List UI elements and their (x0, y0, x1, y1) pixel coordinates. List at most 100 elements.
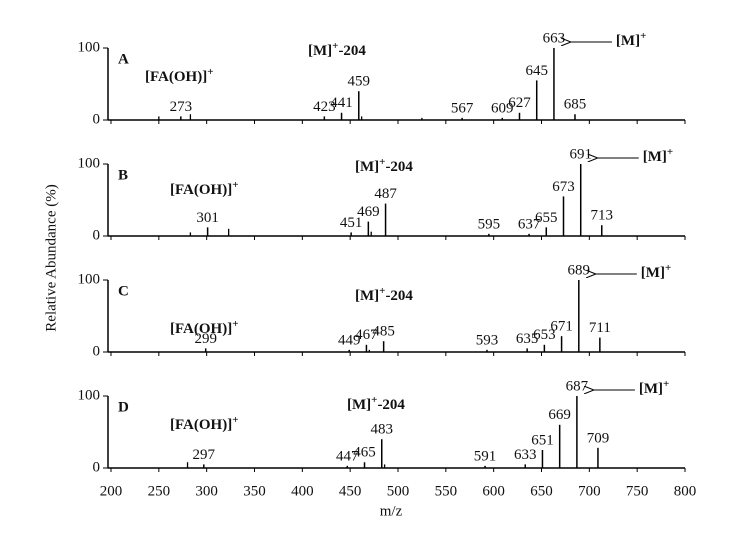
fa-annotation-sup: + (232, 318, 238, 330)
x-tick-label: 250 (148, 483, 171, 499)
peak-label: 465 (353, 445, 376, 461)
fa-annotation: [FA(OH)]+ (170, 179, 238, 199)
peak-label: 483 (370, 422, 393, 438)
x-tick-label: 350 (243, 483, 266, 499)
fragment-annotation-text: [M] (355, 288, 379, 304)
peak-label: 459 (348, 74, 371, 90)
y-axis-label: Relative Abundance (%) (43, 184, 59, 331)
x-tick-label: 300 (195, 483, 218, 499)
peak-label: 593 (476, 332, 499, 348)
peak-label: 687 (566, 378, 589, 394)
fa-annotation-sup: + (232, 414, 238, 426)
x-tick-label: 800 (674, 483, 697, 499)
x-tick-label: 450 (339, 483, 362, 499)
x-tick-label: 550 (435, 483, 458, 499)
parent-annotation: [M]+ (639, 378, 669, 398)
peak-label: 441 (330, 95, 353, 111)
x-tick-label: 500 (387, 483, 410, 499)
y-tick-label: 100 (78, 39, 101, 55)
fragment-annotation: [M]+-204 (355, 156, 413, 176)
peak-label: 297 (193, 447, 216, 463)
fa-annotation: [FA(OH)]+ (170, 318, 238, 338)
peak-label: 627 (508, 95, 531, 111)
peak-label: 669 (548, 407, 571, 423)
fa-annotation-sup: + (232, 179, 238, 191)
panel-label: A (118, 51, 129, 67)
peak-label: 713 (591, 208, 614, 224)
peak-label: 609 (491, 100, 514, 116)
panel-label: B (118, 167, 128, 183)
peak-label: 637 (518, 216, 541, 232)
peak-label: 635 (516, 331, 539, 347)
panel-label: D (118, 399, 129, 415)
peak-label: 467 (355, 327, 378, 343)
peak-label: 663 (543, 30, 566, 46)
y-tick-label: 0 (93, 227, 101, 243)
peak-label: 487 (374, 186, 397, 202)
parent-annotation: [M]+ (616, 30, 646, 50)
fragment-annotation-text: [M] (308, 43, 332, 59)
parent-annotation-sup: + (665, 262, 671, 274)
peak-label: 651 (531, 432, 554, 448)
y-tick-label: 100 (78, 271, 101, 287)
parent-annotation-text: [M] (641, 265, 665, 281)
peak-label: 423 (313, 99, 336, 115)
peak-label: 273 (170, 99, 193, 115)
x-tick-label: 700 (578, 483, 601, 499)
y-tick-label: 0 (93, 111, 101, 127)
peak-label: 633 (514, 447, 537, 463)
x-tick-label: 750 (626, 483, 649, 499)
fragment-annotation-sup: + (379, 285, 385, 297)
fragment-annotation-text: [M] (347, 397, 371, 413)
x-tick-label: 650 (530, 483, 553, 499)
fragment-annotation-sup: + (371, 394, 377, 406)
x-tick-label: 200 (100, 483, 123, 499)
peak-label: 469 (357, 204, 380, 220)
fa-annotation: [FA(OH)]+ (170, 414, 238, 434)
peak-label: 567 (451, 100, 474, 116)
fa-annotation: [FA(OH)]+ (145, 66, 213, 86)
fragment-annotation-suffix: -204 (385, 159, 413, 175)
fragment-annotation-suffix: -204 (385, 288, 413, 304)
fa-annotation-sup: + (207, 66, 213, 78)
peak-label: 301 (196, 210, 219, 226)
peak-label: 691 (569, 146, 592, 162)
fa-annotation-text: [FA(OH)] (170, 321, 232, 337)
fragment-annotation: [M]+-204 (347, 394, 405, 414)
x-axis-label: m/z (380, 503, 403, 519)
peak-label: 689 (568, 262, 591, 278)
parent-annotation-text: [M] (616, 33, 640, 49)
y-tick-label: 0 (93, 343, 101, 359)
peak-label: 451 (340, 215, 363, 231)
fragment-annotation-suffix: -204 (377, 397, 405, 413)
fragment-annotation-suffix: -204 (338, 43, 366, 59)
peak-label: 485 (372, 324, 395, 340)
fa-annotation-text: [FA(OH)] (170, 182, 232, 198)
parent-annotation: [M]+ (643, 146, 673, 166)
peak-label: 655 (535, 210, 558, 226)
peak-label: 709 (587, 430, 610, 446)
peak-label: 591 (474, 448, 497, 464)
panel-label: C (118, 283, 129, 299)
peak-label: 645 (525, 63, 548, 79)
fa-annotation-text: [FA(OH)] (170, 417, 232, 433)
parent-annotation-text: [M] (643, 149, 667, 165)
peak-label: 447 (336, 448, 359, 464)
peak-label: 653 (533, 327, 556, 343)
fragment-annotation-text: [M] (355, 159, 379, 175)
x-tick-label: 400 (291, 483, 314, 499)
peak-label: 595 (478, 216, 501, 232)
peak-label: 449 (338, 332, 361, 348)
parent-annotation-sup: + (663, 378, 669, 390)
peak-label: 299 (194, 331, 217, 347)
fragment-annotation: [M]+-204 (308, 40, 366, 60)
y-tick-label: 0 (93, 459, 101, 475)
fragment-annotation: [M]+-204 (355, 285, 413, 305)
parent-annotation: [M]+ (641, 262, 671, 282)
x-tick-label: 600 (482, 483, 505, 499)
fragment-annotation-sup: + (332, 40, 338, 52)
parent-annotation-sup: + (667, 146, 673, 158)
parent-annotation-sup: + (640, 30, 646, 42)
peak-label: 671 (550, 319, 573, 335)
